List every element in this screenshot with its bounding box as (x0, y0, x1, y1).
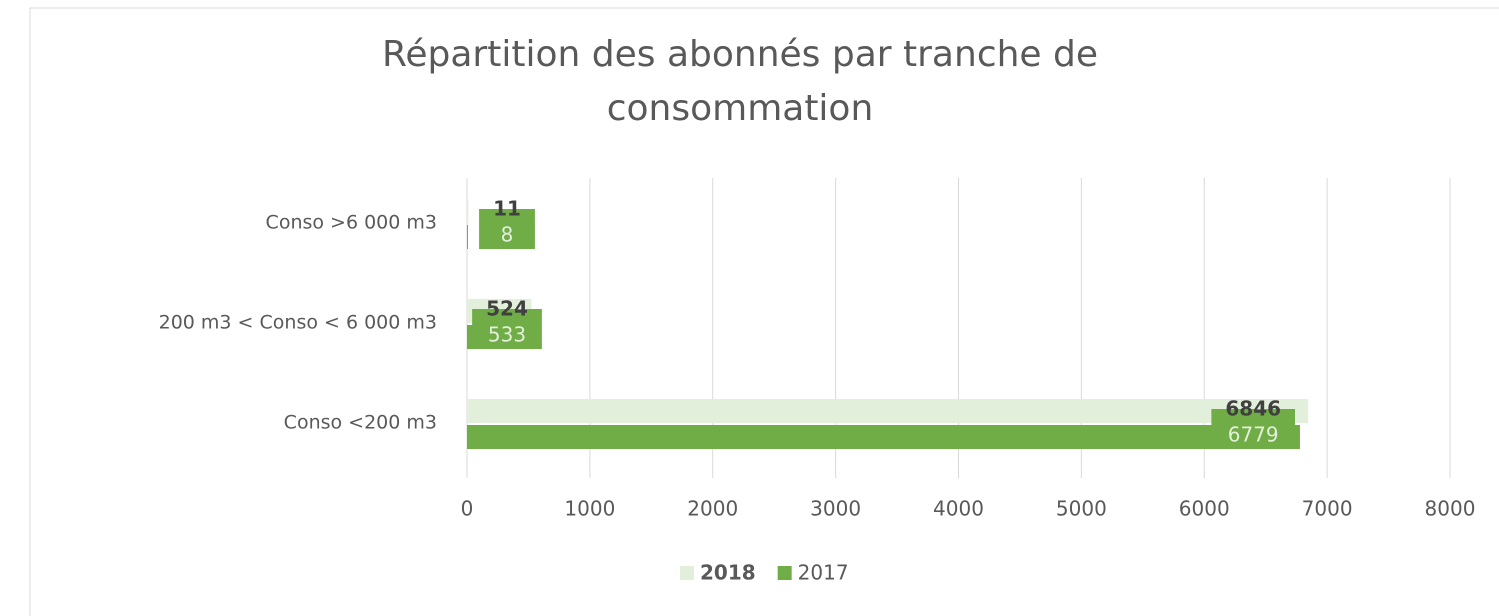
x-tick-label: 2000 (687, 497, 738, 521)
y-tick-label: Conso <200 m3 (284, 412, 437, 434)
chart-frame (29, 7, 1499, 616)
y-tick-label: Conso >6 000 m3 (266, 212, 437, 234)
label-box (472, 309, 542, 349)
label-box (479, 209, 535, 249)
legend-swatch (777, 566, 792, 580)
bar (467, 399, 1309, 423)
x-tick-label: 4000 (933, 497, 984, 521)
data-label: 11 (493, 197, 521, 221)
chart-title: Répartition des abonnés par tranche de co… (382, 34, 1098, 129)
bar (467, 199, 469, 223)
x-tick-label: 1000 (564, 497, 615, 521)
bar (467, 225, 468, 249)
label-box (1211, 409, 1296, 449)
x-tick-label: 7000 (1302, 497, 1353, 521)
y-tick-label: 200 m3 < Conso < 6 000 m3 (159, 312, 437, 334)
x-tick-label: 0 (461, 497, 474, 521)
data-label: 8 (501, 223, 514, 247)
x-tick-label: 6000 (1179, 497, 1230, 521)
x-tick-label: 3000 (810, 497, 861, 521)
data-label: 6846 (1225, 397, 1281, 421)
x-tick-label: 8000 (1425, 497, 1476, 521)
bar (467, 425, 1300, 449)
legend-label: 2018 (700, 561, 756, 585)
legend-label: 2017 (798, 561, 849, 585)
data-label: 533 (488, 323, 526, 347)
chart-title-line-2: consommation (607, 88, 874, 129)
x-tick-label: 5000 (1056, 497, 1107, 521)
data-label: 524 (486, 297, 528, 321)
legend-swatch (680, 566, 694, 580)
data-label: 6779 (1228, 423, 1279, 447)
chart-title-line-1: Répartition des abonnés par tranche de (382, 34, 1098, 75)
